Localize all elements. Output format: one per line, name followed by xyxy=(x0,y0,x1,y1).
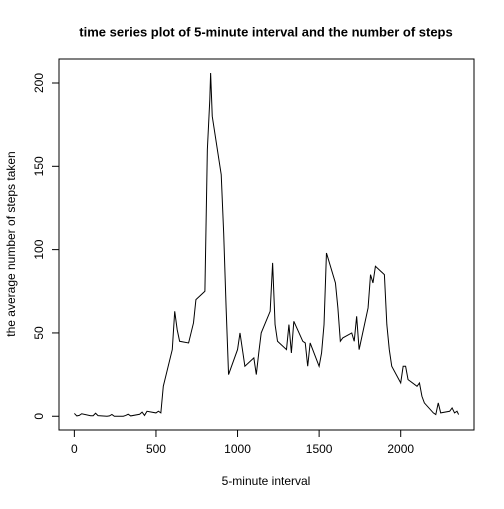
x-tick-label: 0 xyxy=(71,442,78,456)
x-tick-label: 2000 xyxy=(387,442,414,456)
x-axis-label: 5-minute interval xyxy=(222,474,311,488)
line xyxy=(74,72,460,417)
y-tick-label: 50 xyxy=(32,326,46,340)
x-tick-label: 500 xyxy=(146,442,166,456)
y-axis-label: the average number of steps taken xyxy=(4,151,18,336)
y-tick-label: 200 xyxy=(32,73,46,93)
x-tick-label: 1000 xyxy=(224,442,251,456)
y-tick-label: 150 xyxy=(32,156,46,176)
x-tick-label: 1500 xyxy=(306,442,333,456)
plot-box xyxy=(58,58,475,431)
chart-title: time series plot of 5-minute interval an… xyxy=(79,24,452,39)
y-tick-label: 0 xyxy=(32,413,46,420)
y-tick-label: 100 xyxy=(32,239,46,259)
